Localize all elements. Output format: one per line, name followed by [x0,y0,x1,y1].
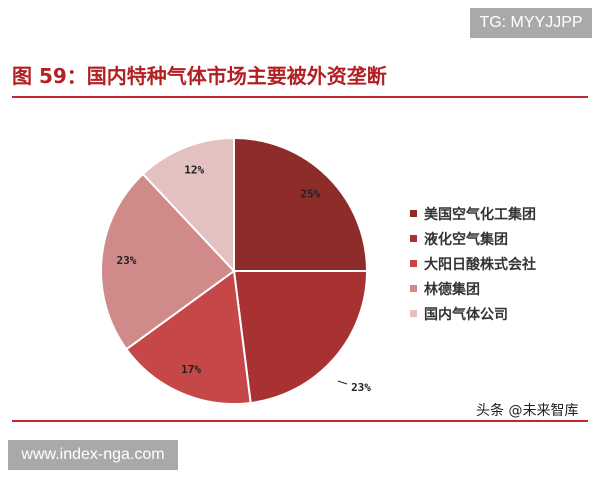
legend-swatch [410,310,417,317]
pie-slice [233,136,369,272]
chart-title: 图 59：国内特种气体市场主要被外资垄断 [12,64,387,88]
legend-label: 液化空气集团 [424,231,508,248]
legend-item: 美国空气化工集团 [410,201,536,226]
leader-line [337,380,348,385]
legend-label: 大阳日酸株式会社 [424,256,536,273]
legend-item: 液化空气集团 [410,226,536,251]
tg-badge: TG: MYYJJPP [470,8,592,38]
legend-swatch [410,285,417,292]
legend-item: 林德集团 [410,276,536,301]
legend-label: 国内气体公司 [424,306,508,323]
legend: 美国空气化工集团 液化空气集团 大阳日酸株式会社 林德集团 国内气体公司 [410,201,536,326]
pie-slice [141,136,235,274]
legend-swatch [410,260,417,267]
legend-item: 国内气体公司 [410,301,536,326]
pie-slice [232,270,369,405]
legend-swatch [410,210,417,217]
footer-divider [12,420,588,422]
legend-item: 大阳日酸株式会社 [410,251,536,276]
slice-value-label: 23% [351,381,371,394]
slice-value-label: 12% [184,164,204,177]
source-watermark: 头条 @未来智库 [476,403,579,419]
legend-swatch [410,235,417,242]
legend-label: 林德集团 [424,281,480,298]
slice-value-label: 23% [117,254,137,267]
pie-slice [100,172,236,351]
slice-value-label: 25% [300,188,320,201]
legend-label: 美国空气化工集团 [424,206,536,223]
site-badge: www.index-nga.com [8,440,178,470]
title-divider [12,96,588,98]
slice-value-label: 17% [181,363,201,376]
pie-slice [125,269,252,405]
